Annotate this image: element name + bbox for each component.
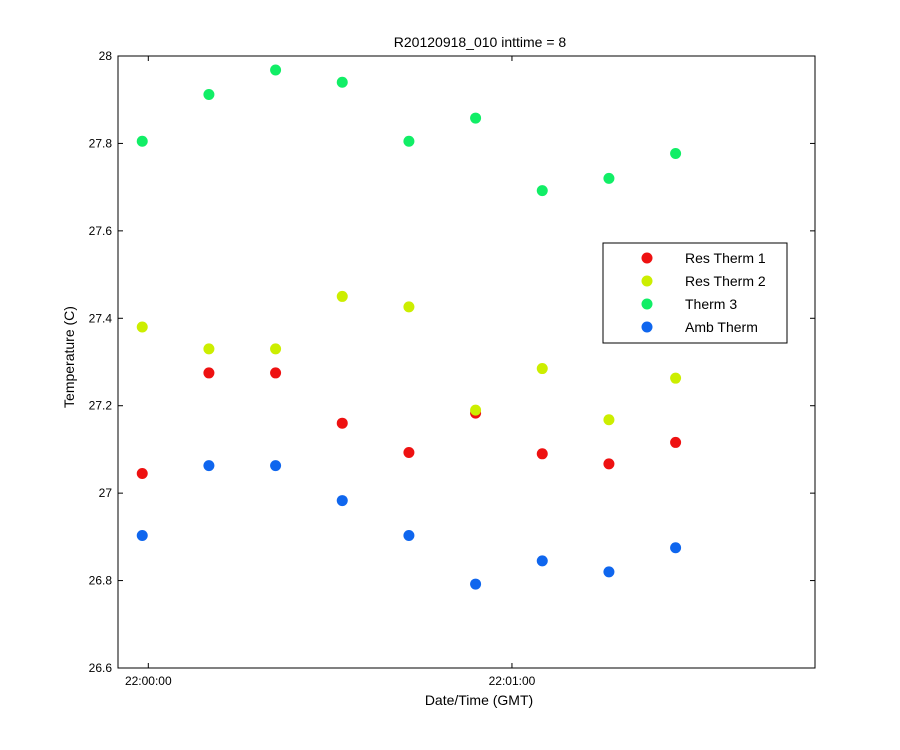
y-tick-label: 26.8: [89, 574, 113, 588]
data-point: [136, 321, 148, 333]
legend: Res Therm 1 Res Therm 2 Therm 3 Amb Therm: [602, 242, 788, 344]
y-tick-label: 27.8: [89, 136, 113, 150]
legend-marker: [641, 298, 653, 310]
data-point: [403, 301, 415, 313]
data-point: [603, 458, 615, 470]
y-tick-label: 27.6: [89, 224, 113, 238]
data-point: [603, 566, 615, 578]
data-point: [603, 172, 615, 184]
legend-marker: [641, 252, 653, 264]
x-axis-label: Date/Time (GMT): [425, 692, 533, 708]
data-point: [336, 495, 348, 507]
data-point: [670, 147, 682, 159]
data-point: [536, 555, 548, 567]
chart-title: R20120918_010 inttime = 8: [394, 34, 567, 50]
data-point: [403, 530, 415, 542]
legend-label: Res Therm 1: [685, 250, 766, 266]
data-point: [136, 467, 148, 479]
data-point: [336, 290, 348, 302]
series-res-therm-2: [136, 290, 682, 426]
y-axis: 26.6 26.8 27 27.2 27.4 27.6 27.8 28: [89, 49, 815, 675]
data-point: [270, 64, 282, 76]
y-tick-label: 28: [99, 49, 113, 63]
data-point: [603, 414, 615, 426]
data-point: [270, 367, 282, 379]
data-point: [203, 460, 215, 472]
data-point: [536, 363, 548, 375]
y-tick-label: 27.4: [89, 311, 113, 325]
data-point: [536, 448, 548, 460]
data-point: [403, 135, 415, 147]
data-point: [136, 135, 148, 147]
data-point: [136, 530, 148, 542]
data-point: [470, 404, 482, 416]
data-points: [136, 64, 682, 590]
data-point: [203, 367, 215, 379]
data-point: [270, 460, 282, 472]
data-point: [203, 88, 215, 100]
x-tick-label: 22:00:00: [125, 674, 172, 688]
legend-label: Therm 3: [685, 296, 737, 312]
data-point: [203, 343, 215, 355]
data-point: [670, 436, 682, 448]
series-therm-3: [136, 64, 682, 197]
data-point: [470, 112, 482, 124]
legend-marker: [641, 321, 653, 333]
data-point: [470, 578, 482, 590]
legend-label: Res Therm 2: [685, 273, 766, 289]
plot-area: [117, 55, 816, 669]
legend-marker: [641, 275, 653, 287]
y-tick-label: 27: [99, 486, 113, 500]
legend-box: [602, 242, 788, 344]
data-point: [670, 542, 682, 554]
y-tick-label: 26.6: [89, 661, 113, 675]
data-point: [536, 185, 548, 197]
y-axis-label: Temperature (C): [61, 306, 77, 408]
x-axis: 22:00:00 22:01:00: [125, 56, 536, 688]
data-point: [670, 372, 682, 384]
data-point: [270, 343, 282, 355]
data-point: [336, 76, 348, 88]
legend-label: Amb Therm: [685, 319, 758, 335]
y-tick-label: 27.2: [89, 399, 113, 413]
series-amb-therm: [136, 460, 682, 590]
data-point: [403, 446, 415, 458]
data-point: [336, 417, 348, 429]
x-tick-label: 22:01:00: [489, 674, 536, 688]
